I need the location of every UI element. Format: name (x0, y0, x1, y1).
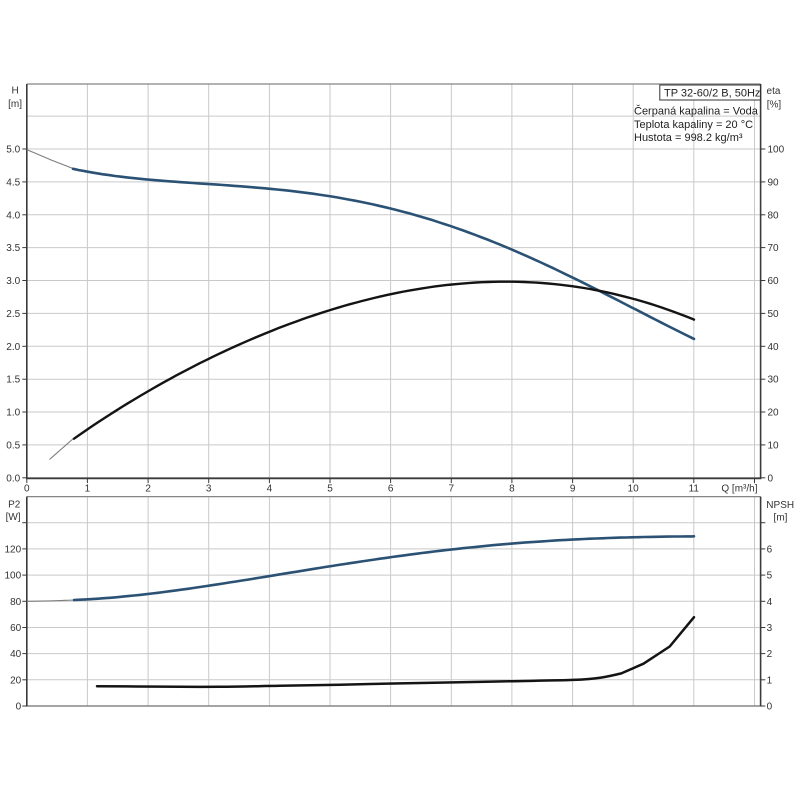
svg-text:1: 1 (85, 484, 91, 495)
svg-text:0: 0 (16, 702, 22, 713)
svg-text:40: 40 (768, 342, 780, 353)
svg-text:[m]: [m] (774, 512, 788, 523)
svg-text:40: 40 (10, 649, 22, 660)
svg-text:3.5: 3.5 (6, 243, 20, 254)
svg-text:11: 11 (689, 484, 700, 495)
svg-text:4: 4 (267, 484, 273, 495)
svg-text:3: 3 (206, 484, 212, 495)
svg-text:0: 0 (768, 473, 774, 484)
svg-text:2.0: 2.0 (6, 342, 20, 353)
svg-text:5.0: 5.0 (6, 145, 20, 156)
svg-text:2.5: 2.5 (6, 309, 20, 320)
svg-text:80: 80 (768, 210, 780, 221)
svg-text:4.5: 4.5 (6, 177, 20, 188)
svg-text:NPSH: NPSH (766, 500, 794, 511)
svg-text:H: H (11, 86, 18, 97)
svg-text:6: 6 (388, 484, 394, 495)
svg-text:2: 2 (145, 484, 151, 495)
svg-text:5: 5 (767, 571, 773, 582)
svg-text:8: 8 (509, 484, 515, 495)
svg-text:Čerpaná kapalina = Voda: Čerpaná kapalina = Voda (634, 105, 759, 118)
svg-text:1.5: 1.5 (6, 375, 20, 386)
svg-text:Teplota kapaliny = 20 °C: Teplota kapaliny = 20 °C (634, 119, 753, 131)
svg-text:[m]: [m] (8, 99, 22, 110)
svg-text:4: 4 (767, 597, 773, 608)
svg-text:Hustota = 998.2 kg/m³: Hustota = 998.2 kg/m³ (634, 132, 743, 144)
svg-text:TP 32-60/2 B, 50Hz: TP 32-60/2 B, 50Hz (664, 87, 760, 99)
svg-text:1.0: 1.0 (6, 408, 20, 419)
svg-text:3: 3 (767, 623, 773, 634)
svg-text:60: 60 (10, 623, 22, 634)
svg-text:[%]: [%] (767, 99, 782, 110)
svg-text:[W]: [W] (6, 512, 21, 523)
svg-text:100: 100 (5, 571, 22, 582)
svg-text:Q [m³/h]: Q [m³/h] (721, 484, 757, 495)
svg-text:30: 30 (768, 375, 780, 386)
svg-text:60: 60 (768, 276, 780, 287)
svg-text:2: 2 (767, 649, 773, 660)
svg-text:0.0: 0.0 (6, 473, 20, 484)
svg-text:100: 100 (768, 145, 785, 156)
svg-text:eta: eta (767, 86, 781, 97)
svg-text:3.0: 3.0 (6, 276, 20, 287)
svg-text:20: 20 (768, 408, 780, 419)
svg-text:P2: P2 (8, 499, 21, 510)
svg-text:6: 6 (767, 544, 773, 555)
svg-text:90: 90 (768, 177, 780, 188)
svg-text:0: 0 (24, 484, 30, 495)
svg-text:10: 10 (628, 484, 640, 495)
svg-text:0: 0 (767, 702, 773, 713)
svg-text:80: 80 (10, 597, 22, 608)
svg-text:70: 70 (768, 243, 780, 254)
svg-text:5: 5 (327, 484, 333, 495)
svg-text:9: 9 (570, 484, 576, 495)
svg-text:50: 50 (768, 309, 780, 320)
svg-text:0.5: 0.5 (6, 440, 20, 451)
svg-text:10: 10 (768, 440, 780, 451)
svg-text:20: 20 (10, 675, 22, 686)
svg-text:4.0: 4.0 (6, 210, 20, 221)
svg-text:1: 1 (767, 675, 773, 686)
svg-text:120: 120 (5, 544, 22, 555)
svg-text:7: 7 (449, 484, 455, 495)
